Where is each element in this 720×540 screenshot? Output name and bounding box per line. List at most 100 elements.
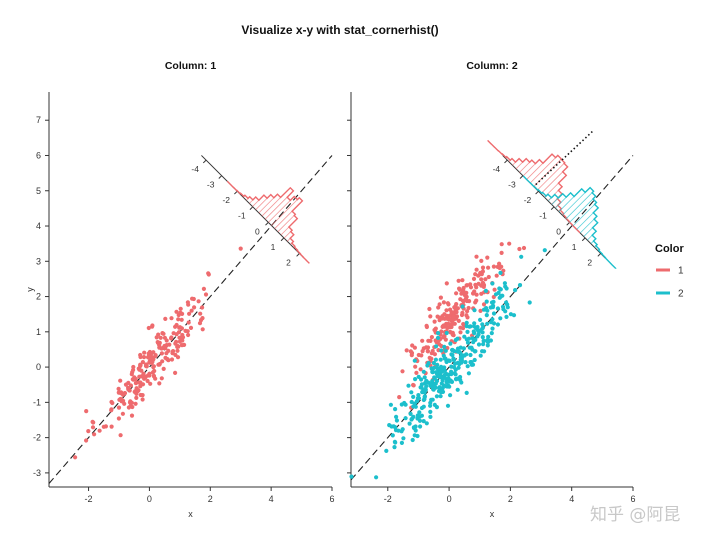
point-series-1 bbox=[129, 400, 134, 405]
point-series-1 bbox=[473, 282, 478, 287]
point-series-1 bbox=[126, 380, 131, 385]
point-series-1 bbox=[170, 349, 175, 354]
point-series-1 bbox=[110, 400, 115, 406]
corner-hist-bar-series-1 bbox=[280, 226, 290, 236]
point-series-1 bbox=[429, 351, 434, 356]
point-series-2 bbox=[455, 346, 461, 351]
point-series-1 bbox=[459, 291, 464, 296]
point-series-2 bbox=[498, 287, 503, 292]
point-series-1 bbox=[433, 326, 438, 331]
point-series-2 bbox=[517, 283, 523, 288]
point-series-1 bbox=[438, 295, 443, 300]
point-series-1 bbox=[429, 335, 434, 340]
point-series-2 bbox=[410, 437, 415, 443]
point-series-2 bbox=[433, 357, 438, 362]
point-series-1 bbox=[159, 376, 164, 381]
x-tick-label: -2 bbox=[384, 494, 392, 504]
point-series-2 bbox=[428, 409, 433, 414]
point-series-1 bbox=[153, 376, 158, 381]
point-series-1 bbox=[138, 380, 143, 385]
point-series-2 bbox=[388, 402, 393, 407]
point-series-1 bbox=[460, 298, 466, 303]
point-series-1 bbox=[468, 285, 474, 290]
corner-hist-bar-series-1 bbox=[537, 163, 565, 191]
point-series-1 bbox=[173, 370, 178, 375]
point-series-1 bbox=[118, 391, 124, 396]
point-series-2 bbox=[422, 375, 427, 380]
point-series-2 bbox=[483, 288, 488, 293]
point-series-2 bbox=[436, 389, 442, 394]
point-series-2 bbox=[485, 308, 490, 313]
point-series-1 bbox=[517, 246, 522, 252]
point-series-1 bbox=[133, 381, 138, 386]
point-series-1 bbox=[473, 272, 478, 277]
point-series-2 bbox=[442, 344, 447, 349]
point-series-2 bbox=[472, 357, 477, 363]
point-series-1 bbox=[187, 311, 192, 316]
point-series-2 bbox=[500, 304, 506, 309]
point-series-1 bbox=[238, 246, 243, 251]
point-series-1 bbox=[428, 314, 433, 319]
y-tick-label: 6 bbox=[36, 150, 41, 160]
point-series-2 bbox=[428, 403, 433, 408]
point-series-1 bbox=[166, 348, 171, 353]
point-series-1 bbox=[439, 329, 444, 334]
point-series-1 bbox=[158, 335, 163, 340]
corner-axis-tick-label: -4 bbox=[191, 164, 199, 174]
point-series-1 bbox=[426, 338, 431, 343]
point-series-1 bbox=[479, 283, 484, 288]
point-series-1 bbox=[437, 342, 442, 347]
point-series-2 bbox=[458, 357, 463, 362]
point-series-2 bbox=[489, 331, 494, 336]
point-series-2 bbox=[428, 400, 433, 405]
point-series-1 bbox=[179, 317, 184, 322]
point-series-2 bbox=[419, 413, 424, 418]
point-series-2 bbox=[462, 334, 467, 339]
point-series-2 bbox=[542, 248, 547, 253]
point-series-1 bbox=[189, 308, 194, 313]
point-series-1 bbox=[116, 405, 122, 410]
legend-title: Color bbox=[655, 243, 684, 255]
point-series-2 bbox=[463, 360, 468, 365]
corner-hist-bar-series-1 bbox=[264, 196, 288, 220]
point-series-1 bbox=[162, 344, 168, 349]
point-series-2 bbox=[469, 360, 474, 365]
point-series-1 bbox=[151, 350, 156, 355]
point-series-1 bbox=[481, 302, 487, 307]
point-series-2 bbox=[448, 378, 453, 383]
point-series-1 bbox=[180, 332, 185, 338]
point-series-2 bbox=[484, 313, 489, 318]
point-series-2 bbox=[439, 348, 444, 353]
point-series-1 bbox=[461, 285, 466, 291]
point-series-2 bbox=[495, 306, 500, 311]
corner-hist-bar-series-1 bbox=[540, 171, 564, 194]
corner-axis-tick bbox=[519, 175, 524, 179]
point-series-1 bbox=[440, 316, 445, 321]
point-series-2 bbox=[457, 362, 462, 367]
point-series-1 bbox=[138, 363, 143, 368]
corner-axis-tick-label: -3 bbox=[508, 180, 516, 190]
y-tick-label: -1 bbox=[33, 397, 41, 407]
facet-label: Column: 2 bbox=[466, 60, 517, 72]
point-series-1 bbox=[190, 296, 195, 301]
point-series-2 bbox=[438, 394, 443, 399]
x-tick-label: 6 bbox=[329, 494, 334, 504]
point-series-1 bbox=[404, 348, 409, 353]
corner-axis-tick-label: 2 bbox=[587, 257, 592, 267]
point-series-1 bbox=[179, 343, 185, 348]
point-series-2 bbox=[447, 358, 452, 363]
point-series-2 bbox=[415, 416, 420, 421]
corner-axis-tick-label: 0 bbox=[255, 226, 260, 236]
point-series-2 bbox=[469, 345, 474, 350]
point-series-2 bbox=[434, 394, 439, 399]
corner-hist-outline-series-1 bbox=[226, 180, 310, 264]
point-series-2 bbox=[481, 342, 486, 347]
point-series-2 bbox=[430, 397, 435, 402]
point-series-2 bbox=[464, 320, 469, 325]
point-series-1 bbox=[463, 296, 468, 301]
x-tick-label: 0 bbox=[147, 494, 152, 504]
point-series-1 bbox=[413, 364, 418, 369]
point-series-1 bbox=[491, 264, 496, 269]
